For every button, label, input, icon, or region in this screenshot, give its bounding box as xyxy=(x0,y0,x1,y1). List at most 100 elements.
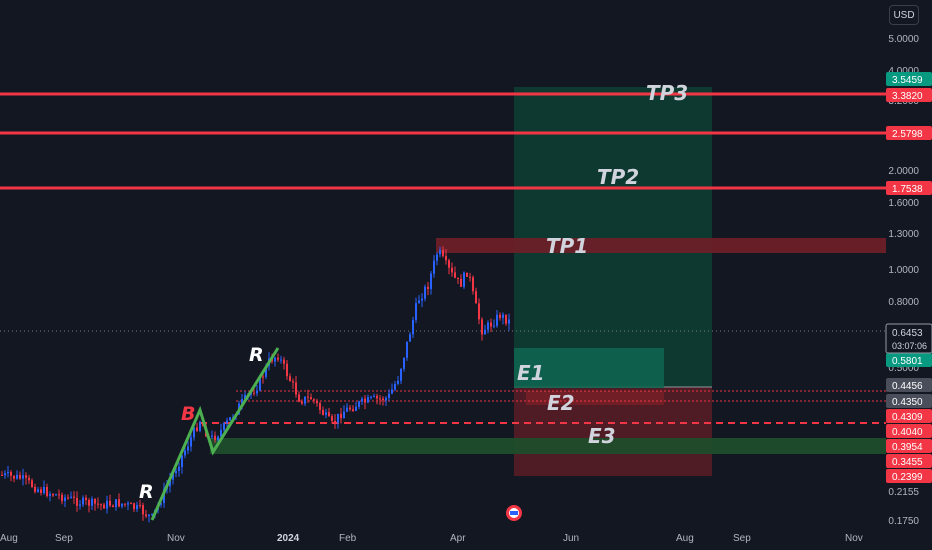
time-axis-label: Nov xyxy=(845,533,863,544)
candle-body xyxy=(151,513,153,515)
tp1-zone[interactable] xyxy=(436,238,886,253)
price-tag-label: 0.4350 xyxy=(892,397,923,408)
candle-body xyxy=(100,504,102,506)
currency-button[interactable]: USD xyxy=(889,5,919,25)
candle-body xyxy=(445,255,447,261)
candle-body xyxy=(91,498,93,506)
candle-body xyxy=(382,398,384,401)
price-scale-label: 2.0000 xyxy=(888,166,919,177)
candle-body xyxy=(124,503,126,505)
price-tag-label: 0.5801 xyxy=(892,356,923,367)
entry-box-e1[interactable] xyxy=(514,348,664,388)
candle-body xyxy=(145,514,147,517)
time-axis-label: Aug xyxy=(676,533,694,544)
candle-body xyxy=(277,357,279,360)
price-scale-label: 4.0000 xyxy=(888,66,919,77)
candle-body xyxy=(487,322,489,330)
candle-body xyxy=(274,357,276,362)
candle-body xyxy=(316,400,318,404)
candle-body xyxy=(484,329,486,335)
price-tag-bg xyxy=(886,469,932,483)
price-tag-bg xyxy=(886,72,932,86)
earnings-flag-icon[interactable] xyxy=(506,505,522,521)
candle-body xyxy=(448,260,450,268)
candle-body xyxy=(97,503,99,505)
price-tag-bg xyxy=(886,181,932,195)
price-tag-label: 2.5798 xyxy=(892,129,923,140)
candle-body xyxy=(286,363,288,377)
candle-body xyxy=(253,392,255,394)
candle-body xyxy=(367,397,369,403)
candle-body xyxy=(439,249,441,255)
price-tags: 3.5459 3.3820 2.5798 1.7538 0.5801 0.4456 0.43… xyxy=(886,72,932,483)
tp1-label: TP1 xyxy=(546,234,588,258)
candle-body xyxy=(226,420,228,424)
price-tag-label: 3.3820 xyxy=(892,91,923,102)
candle-body xyxy=(16,474,18,479)
candle-body xyxy=(7,471,9,474)
candle-body xyxy=(376,395,378,399)
candle-body xyxy=(358,401,360,407)
candle-body xyxy=(190,437,192,447)
candle-body xyxy=(148,514,150,517)
candle-body xyxy=(220,430,222,437)
e2-label: E2 xyxy=(547,391,575,415)
candle-body xyxy=(385,397,387,401)
candle-body xyxy=(304,396,306,404)
candle-body xyxy=(139,505,141,507)
candle-body xyxy=(301,401,303,404)
candle-body xyxy=(178,466,180,471)
price-tag-bg xyxy=(886,424,932,438)
candle-body xyxy=(184,450,186,456)
price-scale-label: 1.0000 xyxy=(888,265,919,276)
candle-body xyxy=(352,409,354,411)
wave-line xyxy=(150,347,280,521)
candle-body xyxy=(46,486,48,496)
candle-body xyxy=(427,286,429,290)
candle-body xyxy=(436,254,438,261)
candle-body xyxy=(172,473,174,480)
candle-body xyxy=(502,314,504,318)
wave-label-r1: R xyxy=(139,481,154,503)
candle-body xyxy=(217,436,219,440)
time-axis-label: Sep xyxy=(733,533,751,544)
candle-body xyxy=(325,412,327,415)
price-tag-label: 3.5459 xyxy=(892,75,923,86)
candle-body xyxy=(37,489,39,492)
candle-body xyxy=(403,357,405,369)
e3-label: E3 xyxy=(588,424,616,448)
candle-body xyxy=(295,382,297,395)
time-axis-label: Sep xyxy=(55,533,73,544)
support-zone[interactable] xyxy=(210,438,886,454)
price-tag-label: 0.3954 xyxy=(892,442,923,453)
price-tag-bg xyxy=(886,439,932,453)
price-scale-label: 1.3000 xyxy=(888,229,919,240)
candle-body xyxy=(94,498,96,504)
candle-body xyxy=(40,489,42,494)
price-tag-label: 0.4040 xyxy=(892,427,923,438)
candle-body xyxy=(193,427,195,438)
candle-body xyxy=(211,435,213,437)
candle-body xyxy=(31,480,33,487)
current-price-value: 0.6453 xyxy=(892,328,923,339)
candle-body xyxy=(244,394,246,400)
candle-body xyxy=(313,399,315,401)
candle-body xyxy=(454,272,456,278)
candle-body xyxy=(463,272,465,287)
candle-body xyxy=(187,446,189,451)
time-axis[interactable]: Aug Sep Nov 2024 Feb Apr Jun Aug Sep Nov xyxy=(0,533,863,544)
long-position-profit-zone[interactable] xyxy=(514,87,712,387)
candle-body xyxy=(103,504,105,509)
candle-body xyxy=(370,396,372,398)
candle-body xyxy=(265,366,267,377)
candle-body xyxy=(130,503,132,505)
candle-body xyxy=(322,409,324,415)
current-price-tag: 0.6453 03:07:06 xyxy=(885,323,932,354)
candle-body xyxy=(409,334,411,342)
price-tag-bg xyxy=(886,353,932,367)
candle-body xyxy=(397,380,399,384)
candle-body xyxy=(55,494,57,496)
candle-body xyxy=(70,496,72,498)
candle-body xyxy=(505,314,507,324)
